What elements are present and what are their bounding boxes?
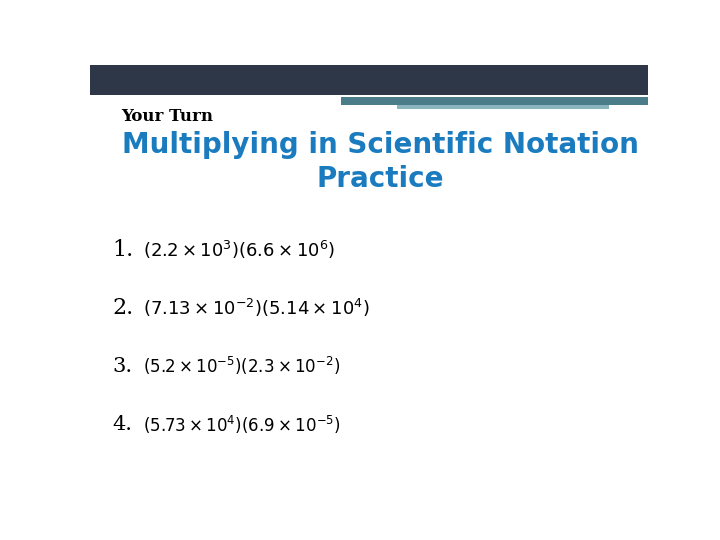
Text: $(5.73 \times 10^{4})(6.9 \times 10^{-5})$: $(5.73 \times 10^{4})(6.9 \times 10^{-5}…	[143, 414, 341, 436]
Text: 3.: 3.	[112, 357, 132, 376]
Text: Your Turn: Your Turn	[121, 109, 212, 125]
Text: $(2.2 \times 10^{3})(6.6 \times 10^{6})$: $(2.2 \times 10^{3})(6.6 \times 10^{6})$	[143, 239, 336, 261]
Bar	[90, 65, 648, 94]
Bar	[341, 97, 648, 105]
Text: $(7.13 \times 10^{-2})(5.14 \times 10^{4})$: $(7.13 \times 10^{-2})(5.14 \times 10^{4…	[143, 297, 369, 319]
Text: $(5.2 \times 10^{-5})(2.3 \times 10^{-2})$: $(5.2 \times 10^{-5})(2.3 \times 10^{-2}…	[143, 355, 341, 377]
Bar	[397, 105, 609, 109]
Text: Multiplying in Scientific Notation: Multiplying in Scientific Notation	[122, 131, 639, 159]
Text: 2.: 2.	[112, 297, 134, 319]
Text: 1.: 1.	[112, 239, 134, 261]
Text: Practice: Practice	[316, 165, 444, 193]
Text: 4.: 4.	[112, 415, 132, 434]
